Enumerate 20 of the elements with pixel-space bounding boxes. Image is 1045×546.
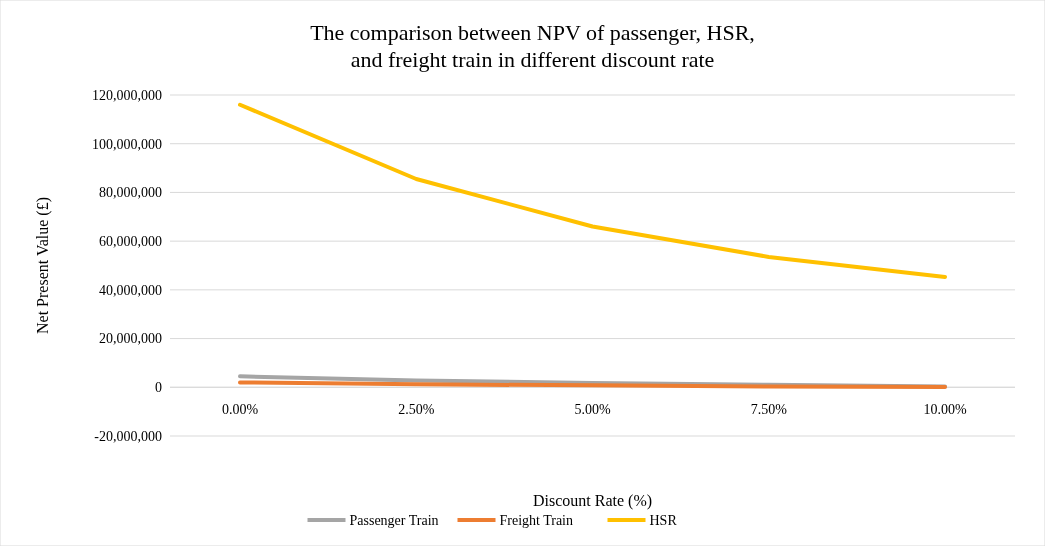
y-tick-label: 0 (155, 380, 162, 396)
y-tick-label: 40,000,000 (99, 282, 162, 298)
y-tick-label: 100,000,000 (92, 136, 162, 152)
y-axis-title: Net Present Value (£) (34, 197, 52, 334)
line-series (238, 102, 947, 279)
x-tick-label: 7.50% (750, 402, 788, 418)
x-tick-label: 2.50% (398, 402, 435, 418)
x-tick-label: 5.00% (574, 402, 611, 418)
x-tick-label: 0.00% (221, 402, 259, 418)
legend-label: Passenger Train (349, 512, 439, 528)
y-tick-label: 120,000,000 (92, 87, 162, 103)
y-tick-label: 20,000,000 (99, 331, 162, 347)
y-tick-label: 60,000,000 (99, 234, 162, 250)
legend-label: HSR (649, 512, 678, 528)
x-tick-label: 10.00% (923, 402, 967, 418)
y-tick-label: -20,000,000 (94, 428, 162, 444)
y-tick-label: 80,000,000 (99, 185, 162, 201)
x-axis-title: Discount Rate (%) (532, 492, 653, 510)
legend-label: Freight Train (499, 512, 574, 528)
chart-title: The comparison between NPV of passenger, HSR, and freight train in different discount rate (310, 20, 755, 72)
